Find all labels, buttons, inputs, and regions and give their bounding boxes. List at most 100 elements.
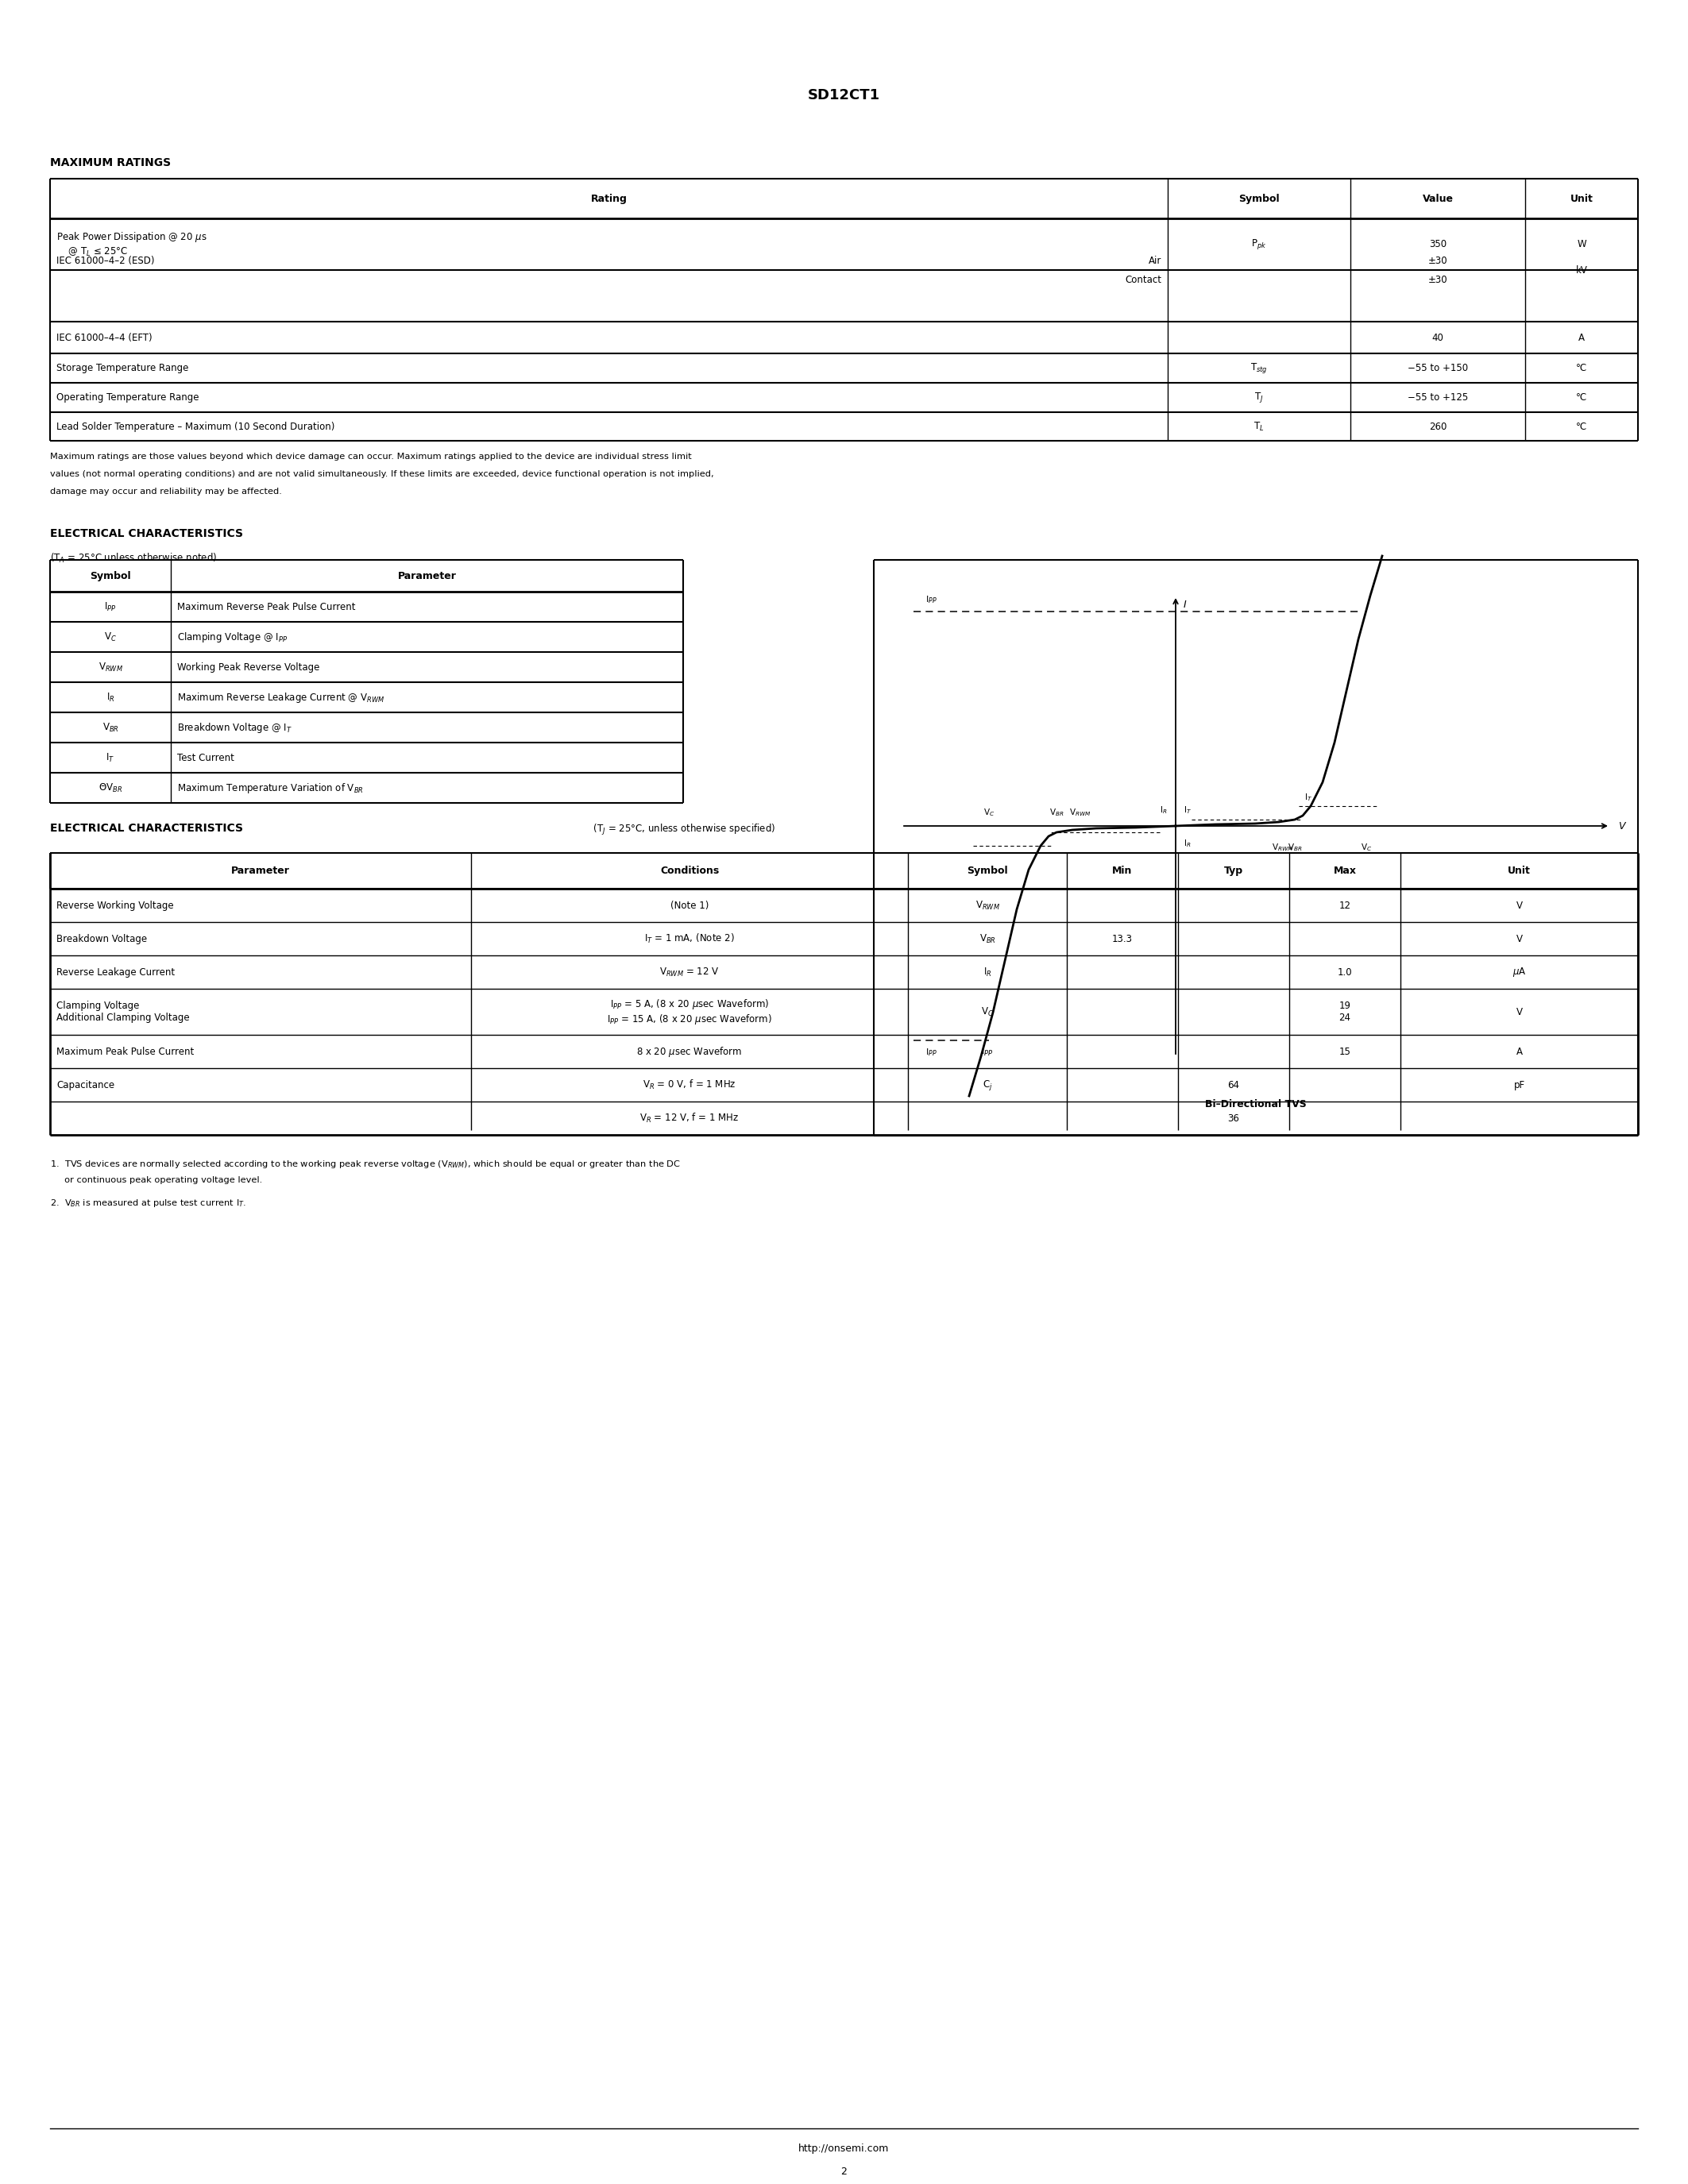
Text: V$_C$: V$_C$ xyxy=(981,1007,994,1018)
Text: Air: Air xyxy=(1148,256,1161,266)
Text: −55 to +125: −55 to +125 xyxy=(1408,393,1469,402)
Text: V$_R$ = 0 V, f = 1 MHz: V$_R$ = 0 V, f = 1 MHz xyxy=(643,1079,736,1092)
Text: V: V xyxy=(1516,900,1523,911)
Text: 2.  V$_{BR}$ is measured at pulse test current I$_T$.: 2. V$_{BR}$ is measured at pulse test cu… xyxy=(51,1197,246,1208)
Text: Conditions: Conditions xyxy=(660,865,719,876)
Text: Maximum Reverse Leakage Current @ V$_{RWM}$: Maximum Reverse Leakage Current @ V$_{RW… xyxy=(177,690,385,703)
Text: SD12CT1: SD12CT1 xyxy=(809,87,879,103)
Text: Bi–Directional TVS: Bi–Directional TVS xyxy=(1205,1099,1307,1109)
Text: Value: Value xyxy=(1423,194,1453,203)
Text: °C: °C xyxy=(1577,422,1587,432)
Text: values (not normal operating conditions) and are not valid simultaneously. If th: values (not normal operating conditions)… xyxy=(51,470,714,478)
Text: V$_{BR}$: V$_{BR}$ xyxy=(1288,841,1301,852)
Text: Peak Power Dissipation @ 20 $\mu$s
    @ T$_L$ ≤ 25°C: Peak Power Dissipation @ 20 $\mu$s @ T$_… xyxy=(56,232,208,258)
Text: 2: 2 xyxy=(841,2167,847,2177)
Text: Contact: Contact xyxy=(1124,275,1161,284)
Text: A: A xyxy=(1516,1046,1523,1057)
Text: Max: Max xyxy=(1334,865,1357,876)
Text: damage may occur and reliability may be affected.: damage may occur and reliability may be … xyxy=(51,487,282,496)
Text: V: V xyxy=(1619,821,1626,832)
Text: ±30: ±30 xyxy=(1428,275,1448,284)
Text: V$_C$: V$_C$ xyxy=(105,631,116,642)
Text: (Note 1): (Note 1) xyxy=(670,900,709,911)
Text: V$_C$: V$_C$ xyxy=(984,808,994,819)
Text: $\mu$A: $\mu$A xyxy=(1512,965,1526,978)
Text: 1.0: 1.0 xyxy=(1337,968,1352,976)
Text: V$_{BR}$: V$_{BR}$ xyxy=(979,933,996,946)
Text: http://onsemi.com: http://onsemi.com xyxy=(798,2143,890,2153)
Text: V$_{RWM}$: V$_{RWM}$ xyxy=(976,900,999,911)
Text: Reverse Working Voltage: Reverse Working Voltage xyxy=(56,900,174,911)
Text: Maximum ratings are those values beyond which device damage can occur. Maximum r: Maximum ratings are those values beyond … xyxy=(51,452,692,461)
Text: 40: 40 xyxy=(1431,332,1443,343)
Text: V$_{RWM}$: V$_{RWM}$ xyxy=(1070,808,1090,819)
Text: I$_T$: I$_T$ xyxy=(1305,793,1312,804)
Text: A: A xyxy=(1578,332,1585,343)
Text: ELECTRICAL CHARACTERISTICS: ELECTRICAL CHARACTERISTICS xyxy=(51,823,243,834)
Text: I$_R$: I$_R$ xyxy=(1160,804,1168,815)
Text: Parameter: Parameter xyxy=(231,865,290,876)
Text: Unit: Unit xyxy=(1507,865,1531,876)
Text: I$_{PP}$: I$_{PP}$ xyxy=(105,601,116,614)
Text: Maximum Temperature Variation of V$_{BR}$: Maximum Temperature Variation of V$_{BR}… xyxy=(177,782,363,795)
Text: Lead Solder Temperature – Maximum (10 Second Duration): Lead Solder Temperature – Maximum (10 Se… xyxy=(56,422,334,432)
Text: Parameter: Parameter xyxy=(398,570,456,581)
Text: IEC 61000–4–4 (EFT): IEC 61000–4–4 (EFT) xyxy=(56,332,152,343)
Text: T$_J$: T$_J$ xyxy=(1254,391,1264,404)
Text: pF: pF xyxy=(1514,1079,1524,1090)
Text: V: V xyxy=(1516,933,1523,943)
Text: 8 x 20 $\mu$sec Waveform: 8 x 20 $\mu$sec Waveform xyxy=(636,1044,743,1059)
Text: 12: 12 xyxy=(1339,900,1350,911)
Text: Capacitance: Capacitance xyxy=(56,1079,115,1090)
Text: V$_{BR}$: V$_{BR}$ xyxy=(103,721,118,734)
Text: I$_R$: I$_R$ xyxy=(106,692,115,703)
Text: I$_{PP}$: I$_{PP}$ xyxy=(981,1046,994,1057)
Text: Reverse Leakage Current: Reverse Leakage Current xyxy=(56,968,176,976)
Text: V$_C$: V$_C$ xyxy=(1361,841,1372,852)
Text: 19
24: 19 24 xyxy=(1339,1000,1350,1022)
Text: Test Current: Test Current xyxy=(177,753,235,762)
Text: 15: 15 xyxy=(1339,1046,1350,1057)
Text: I$_T$: I$_T$ xyxy=(106,751,115,764)
Text: MAXIMUM RATINGS: MAXIMUM RATINGS xyxy=(51,157,170,168)
Text: ELECTRICAL CHARACTERISTICS: ELECTRICAL CHARACTERISTICS xyxy=(51,529,243,539)
Text: ±30: ±30 xyxy=(1428,256,1448,266)
Text: −55 to +150: −55 to +150 xyxy=(1408,363,1469,373)
Text: 1.  TVS devices are normally selected according to the working peak reverse volt: 1. TVS devices are normally selected acc… xyxy=(51,1160,680,1171)
Text: Maximum Reverse Peak Pulse Current: Maximum Reverse Peak Pulse Current xyxy=(177,601,356,612)
Text: Min: Min xyxy=(1112,865,1133,876)
Text: 350: 350 xyxy=(1430,238,1447,249)
Text: °C: °C xyxy=(1577,363,1587,373)
Text: T$_L$: T$_L$ xyxy=(1254,422,1264,432)
Text: I$_{PP}$: I$_{PP}$ xyxy=(925,594,937,605)
Text: Symbol: Symbol xyxy=(967,865,1008,876)
Text: (T$_A$ = 25°C unless otherwise noted): (T$_A$ = 25°C unless otherwise noted) xyxy=(51,553,218,566)
Text: Maximum Peak Pulse Current: Maximum Peak Pulse Current xyxy=(56,1046,194,1057)
Text: 36: 36 xyxy=(1227,1114,1239,1123)
Text: C$_j$: C$_j$ xyxy=(982,1079,993,1092)
Text: or continuous peak operating voltage level.: or continuous peak operating voltage lev… xyxy=(51,1177,262,1184)
Text: P$_{pk}$: P$_{pk}$ xyxy=(1251,238,1266,251)
Text: I$_R$: I$_R$ xyxy=(982,965,991,978)
Text: I$_{PP}$: I$_{PP}$ xyxy=(925,1046,937,1057)
Text: V$_{BR}$: V$_{BR}$ xyxy=(1050,808,1063,819)
Text: kV: kV xyxy=(1575,264,1587,275)
Text: T$_{stg}$: T$_{stg}$ xyxy=(1251,360,1268,376)
Text: I$_T$ = 1 mA, (Note 2): I$_T$ = 1 mA, (Note 2) xyxy=(645,933,734,946)
Text: 260: 260 xyxy=(1428,422,1447,432)
Text: Operating Temperature Range: Operating Temperature Range xyxy=(56,393,199,402)
Text: I$_R$: I$_R$ xyxy=(1183,839,1192,850)
Text: Breakdown Voltage @ I$_T$: Breakdown Voltage @ I$_T$ xyxy=(177,721,292,734)
Text: Symbol: Symbol xyxy=(89,570,132,581)
Text: (T$_J$ = 25°C, unless otherwise specified): (T$_J$ = 25°C, unless otherwise specifie… xyxy=(591,823,775,836)
Text: Typ: Typ xyxy=(1224,865,1242,876)
Text: ΘV$_{BR}$: ΘV$_{BR}$ xyxy=(98,782,122,793)
Text: I$_{PP}$ = 5 A, (8 x 20 $\mu$sec Waveform)
I$_{PP}$ = 15 A, (8 x 20 $\mu$sec Wav: I$_{PP}$ = 5 A, (8 x 20 $\mu$sec Wavefor… xyxy=(608,998,771,1026)
Text: V$_{RWM}$: V$_{RWM}$ xyxy=(1273,841,1293,852)
Text: V$_{RWM}$ = 12 V: V$_{RWM}$ = 12 V xyxy=(660,965,719,978)
Text: Breakdown Voltage: Breakdown Voltage xyxy=(56,933,147,943)
Text: Storage Temperature Range: Storage Temperature Range xyxy=(56,363,189,373)
Text: 13.3: 13.3 xyxy=(1112,933,1133,943)
Text: V$_R$ = 12 V, f = 1 MHz: V$_R$ = 12 V, f = 1 MHz xyxy=(640,1112,739,1125)
Text: Unit: Unit xyxy=(1570,194,1593,203)
